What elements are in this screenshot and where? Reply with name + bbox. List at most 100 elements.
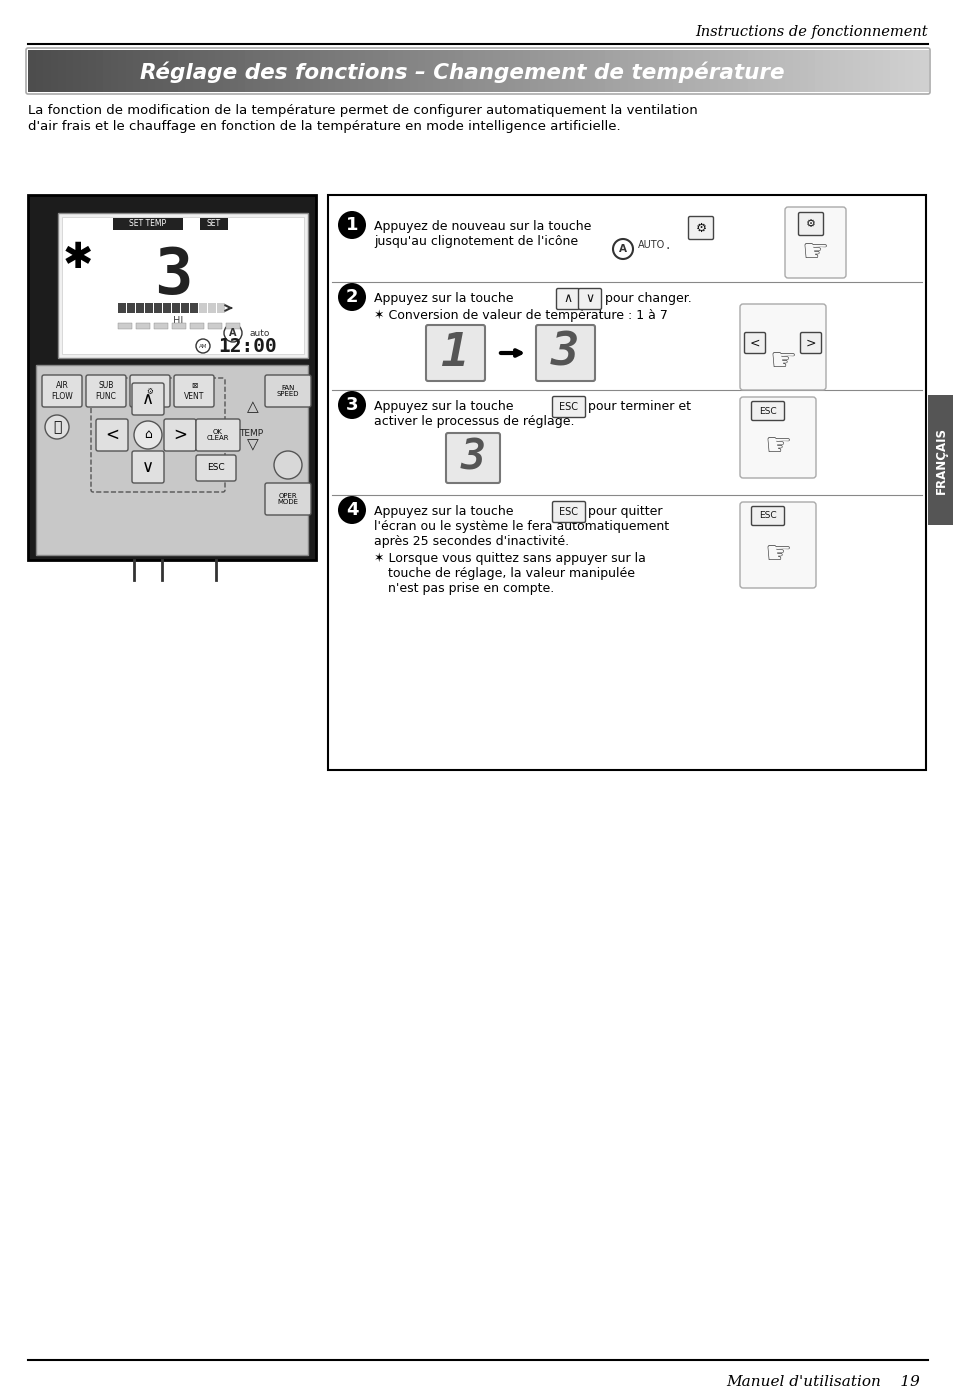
Bar xyxy=(889,50,898,92)
Bar xyxy=(440,50,449,92)
Bar xyxy=(245,50,253,92)
Bar xyxy=(493,50,501,92)
Text: pour quitter: pour quitter xyxy=(587,505,661,518)
Text: 3: 3 xyxy=(460,437,485,479)
Bar xyxy=(199,302,207,314)
Bar xyxy=(553,50,561,92)
Text: 3: 3 xyxy=(153,245,193,307)
Text: ✶ Conversion de valeur de température : 1 à 7: ✶ Conversion de valeur de température : … xyxy=(374,309,667,322)
Bar xyxy=(127,302,135,314)
Bar xyxy=(58,50,67,92)
Bar xyxy=(792,50,801,92)
Bar xyxy=(73,50,81,92)
Bar xyxy=(112,218,183,230)
Text: TEMP: TEMP xyxy=(238,428,263,437)
FancyBboxPatch shape xyxy=(132,451,164,483)
Bar xyxy=(223,50,232,92)
Bar xyxy=(800,50,808,92)
Bar xyxy=(283,50,292,92)
Circle shape xyxy=(274,451,302,479)
Bar xyxy=(145,302,152,314)
Bar xyxy=(190,302,198,314)
Text: SET TEMP: SET TEMP xyxy=(130,220,167,228)
Text: ☞: ☞ xyxy=(768,347,796,377)
Circle shape xyxy=(133,421,162,449)
Bar xyxy=(328,195,925,770)
Bar xyxy=(153,302,162,314)
Bar xyxy=(590,50,598,92)
Bar xyxy=(178,50,186,92)
Bar xyxy=(642,50,651,92)
Bar xyxy=(912,50,921,92)
Bar xyxy=(732,50,740,92)
Bar xyxy=(88,50,96,92)
Bar xyxy=(837,50,845,92)
Bar xyxy=(852,50,861,92)
Bar xyxy=(537,50,546,92)
Bar xyxy=(155,50,164,92)
Text: 3: 3 xyxy=(345,396,358,414)
FancyBboxPatch shape xyxy=(552,501,585,522)
Bar xyxy=(357,50,366,92)
Bar xyxy=(695,50,703,92)
Bar xyxy=(226,323,240,329)
Bar xyxy=(328,50,336,92)
Bar xyxy=(126,50,133,92)
FancyBboxPatch shape xyxy=(740,304,825,391)
Bar xyxy=(215,50,224,92)
Bar xyxy=(343,50,351,92)
Text: SUB
FUNC: SUB FUNC xyxy=(95,381,116,400)
Text: △: △ xyxy=(247,399,258,414)
Text: A: A xyxy=(618,244,626,253)
Text: ✶ Lorsque vous quittez sans appuyer sur la: ✶ Lorsque vous quittez sans appuyer sur … xyxy=(374,552,645,566)
Circle shape xyxy=(337,391,366,419)
Bar xyxy=(770,50,779,92)
Bar xyxy=(103,50,112,92)
Bar xyxy=(216,302,225,314)
FancyBboxPatch shape xyxy=(96,419,128,451)
Text: d'air frais et le chauffage en fonction de la température en mode intelligence a: d'air frais et le chauffage en fonction … xyxy=(28,120,620,133)
Bar xyxy=(380,50,389,92)
Bar xyxy=(530,50,538,92)
Bar xyxy=(904,50,913,92)
Bar xyxy=(830,50,838,92)
Text: après 25 secondes d'inactivité.: après 25 secondes d'inactivité. xyxy=(374,535,569,547)
Bar xyxy=(650,50,659,92)
Bar xyxy=(522,50,531,92)
Text: ⏻: ⏻ xyxy=(52,420,61,434)
Bar xyxy=(515,50,523,92)
Text: Appuyez sur la touche: Appuyez sur la touche xyxy=(374,400,513,413)
Bar xyxy=(200,218,228,230)
Bar xyxy=(237,50,246,92)
Bar xyxy=(477,50,486,92)
Bar xyxy=(410,50,418,92)
Bar xyxy=(927,395,953,525)
Text: ESC: ESC xyxy=(558,507,578,517)
Text: ∧: ∧ xyxy=(563,293,572,305)
FancyBboxPatch shape xyxy=(164,419,195,451)
Text: 1: 1 xyxy=(440,330,469,375)
Bar xyxy=(62,217,304,354)
Bar xyxy=(291,50,298,92)
Text: SET: SET xyxy=(207,220,221,228)
Bar xyxy=(395,50,403,92)
Bar xyxy=(724,50,733,92)
Bar xyxy=(111,50,119,92)
Bar xyxy=(710,50,719,92)
Text: 4: 4 xyxy=(345,501,358,519)
Bar xyxy=(844,50,853,92)
Text: ∨: ∨ xyxy=(142,458,153,476)
Text: AM: AM xyxy=(198,343,207,349)
Text: ☞: ☞ xyxy=(763,433,791,462)
Text: ⊠
VENT: ⊠ VENT xyxy=(184,381,204,400)
Bar xyxy=(185,50,193,92)
Bar xyxy=(171,50,179,92)
Bar xyxy=(136,302,144,314)
Circle shape xyxy=(45,414,69,440)
Text: l'écran ou le système le fera automatiquement: l'écran ou le système le fera automatiqu… xyxy=(374,519,668,533)
Text: 3: 3 xyxy=(550,330,578,375)
Bar xyxy=(172,302,180,314)
Text: Appuyez sur la touche: Appuyez sur la touche xyxy=(374,505,513,518)
Bar xyxy=(702,50,711,92)
Text: Appuyez sur la touche: Appuyez sur la touche xyxy=(374,293,513,305)
